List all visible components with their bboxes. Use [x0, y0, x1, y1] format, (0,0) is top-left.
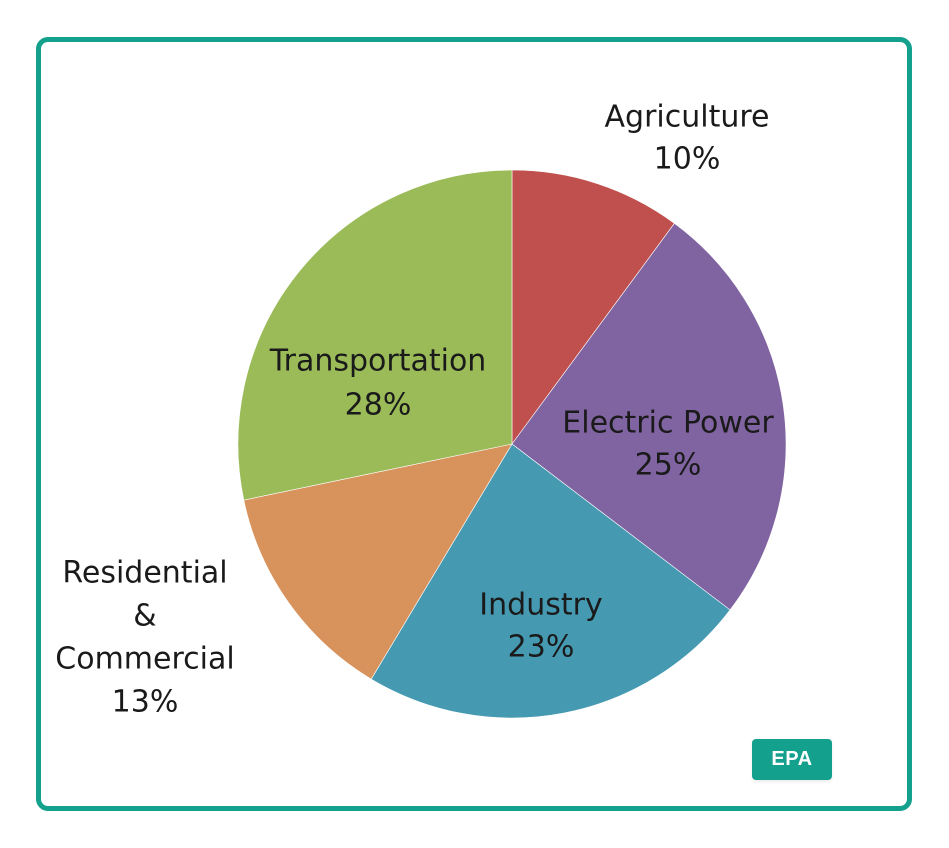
slice-value-label: 28%: [345, 388, 412, 423]
pie-slice-transportation: [237, 169, 513, 501]
pie-slice-industry: [370, 443, 731, 719]
slice-value-label: 25%: [635, 448, 702, 483]
slice-value-label: 23%: [508, 630, 575, 665]
pie-labels: Agriculture 10% Electric Power 25% Industry 2…: [55, 100, 774, 720]
pie-slice-residential-commercial: [243, 443, 513, 680]
slice-name-label: Agriculture: [605, 100, 770, 135]
pie-slice-agriculture: [511, 169, 675, 445]
slice-name-label: Industry: [479, 588, 602, 623]
pie-slice-electric-power: [511, 222, 787, 611]
slice-name-label: &: [133, 599, 156, 634]
slice-name-label: Transportation: [269, 344, 487, 379]
slice-value-label: 10%: [654, 142, 721, 177]
pie-slices: [237, 169, 787, 719]
slice-name-label: Electric Power: [562, 406, 774, 441]
slice-name-label: Residential: [62, 556, 227, 591]
slice-value-label: 13%: [112, 685, 179, 720]
slice-name-label: Commercial: [55, 642, 234, 677]
source-badge[interactable]: EPA: [752, 739, 832, 780]
